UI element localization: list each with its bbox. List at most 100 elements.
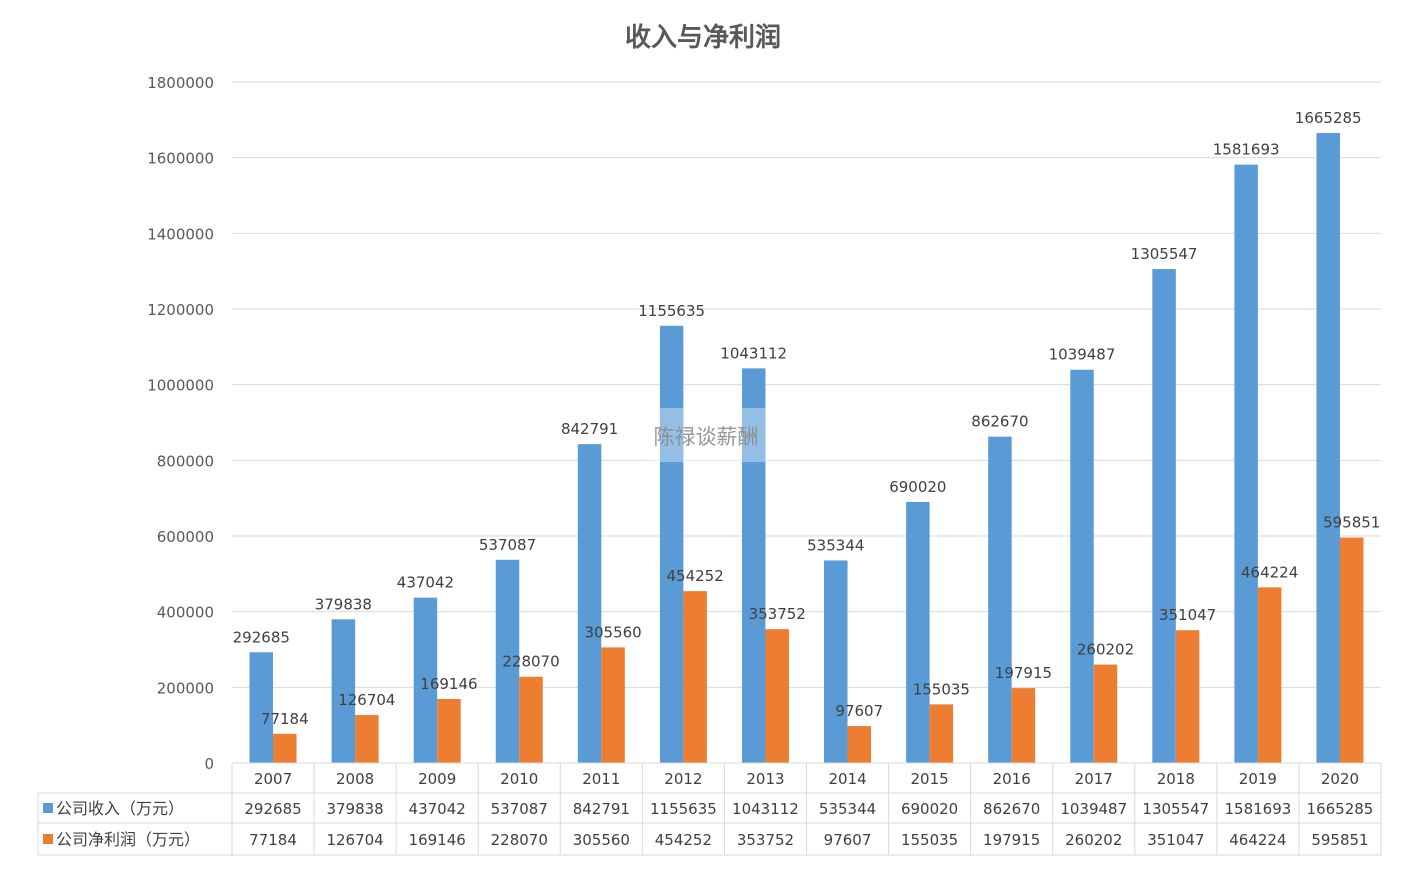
y-tick-label: 1400000	[147, 225, 214, 243]
revenue-bar	[741, 368, 766, 763]
data-label: 260202	[1077, 641, 1134, 659]
data-label: 197915	[995, 664, 1052, 682]
data-label: 454252	[667, 567, 724, 585]
data-label: 169146	[420, 675, 477, 693]
y-tick-label: 1000000	[147, 377, 214, 395]
table-cell: 97607	[824, 831, 872, 849]
legend-label: 公司收入（万元）	[56, 799, 184, 818]
data-label: 437042	[397, 574, 454, 592]
data-label: 842791	[561, 420, 618, 438]
legend-label: 公司净利润（万元）	[56, 830, 200, 849]
revenue-bar	[577, 444, 602, 763]
table-cell: 537087	[491, 800, 548, 818]
data-label: 305560	[584, 623, 641, 641]
table-cell: 1039487	[1060, 800, 1127, 818]
x-tick-label: 2007	[254, 770, 292, 788]
table-cell: 862670	[983, 800, 1040, 818]
table-cell: 260202	[1065, 831, 1122, 849]
data-label: 537087	[479, 536, 536, 554]
table-cell: 595851	[1311, 831, 1368, 849]
profit-bar	[765, 629, 789, 763]
data-label: 379838	[315, 595, 372, 613]
profit-bar	[355, 715, 379, 763]
x-tick-label: 2014	[828, 770, 866, 788]
data-label: 1305547	[1131, 245, 1198, 263]
revenue-bar	[659, 325, 684, 763]
table-cell: 197915	[983, 831, 1040, 849]
data-label: 155035	[913, 680, 970, 698]
y-tick-label: 400000	[157, 604, 214, 622]
data-label: 126704	[338, 691, 395, 709]
x-tick-label: 2012	[664, 770, 702, 788]
table-cell: 437042	[409, 800, 466, 818]
data-label: 292685	[233, 628, 290, 646]
data-label: 464224	[1241, 563, 1298, 581]
x-tick-label: 2015	[911, 770, 949, 788]
data-label: 862670	[971, 413, 1028, 431]
y-tick-label: 0	[204, 755, 214, 773]
revenue-bar	[1234, 164, 1258, 763]
x-tick-label: 2013	[746, 770, 784, 788]
revenue-bar	[413, 597, 438, 763]
profit-bar	[1339, 537, 1364, 763]
y-tick-label: 1600000	[147, 150, 214, 168]
table-cell: 464224	[1229, 831, 1286, 849]
x-tick-label: 2011	[582, 770, 620, 788]
table-cell: 1043112	[732, 800, 799, 818]
data-label: 97607	[835, 702, 883, 720]
revenue-bar	[495, 559, 520, 763]
table-cell: 305560	[573, 831, 630, 849]
revenue-bar	[1152, 269, 1176, 763]
table-cell: 1581693	[1224, 800, 1291, 818]
revenue-bar	[906, 501, 930, 763]
data-label: 77184	[261, 710, 309, 728]
x-tick-label: 2018	[1157, 770, 1195, 788]
revenue-bar	[824, 560, 848, 763]
x-tick-label: 2016	[993, 770, 1031, 788]
x-tick-label: 2017	[1075, 770, 1113, 788]
profit-bar	[601, 647, 625, 763]
data-label: 1155635	[638, 302, 705, 320]
profit-bar	[929, 704, 954, 763]
table-cell: 1305547	[1142, 800, 1209, 818]
data-label: 1665285	[1295, 109, 1362, 127]
x-tick-label: 2008	[336, 770, 374, 788]
profit-bar	[437, 699, 461, 763]
y-tick-label: 800000	[157, 452, 214, 470]
watermark: 陈禄谈薪酬	[645, 408, 768, 462]
table-cell: 292685	[244, 800, 301, 818]
table-cell: 126704	[326, 831, 383, 849]
profit-bar	[1011, 688, 1036, 763]
profit-bar	[1175, 630, 1200, 763]
table-cell: 379838	[326, 800, 383, 818]
table-cell: 535344	[819, 800, 876, 818]
y-tick-label: 1800000	[147, 74, 214, 92]
table-cell: 155035	[901, 831, 958, 849]
x-tick-label: 2019	[1239, 770, 1277, 788]
data-label: 595851	[1323, 514, 1380, 532]
table-cell: 1665285	[1307, 800, 1374, 818]
x-tick-label: 2020	[1321, 770, 1359, 788]
legend-swatch	[43, 834, 53, 844]
revenue-bar	[1316, 132, 1340, 764]
data-label: 228070	[502, 653, 559, 671]
profit-bar	[1093, 664, 1118, 763]
data-label: 351047	[1159, 606, 1216, 624]
profit-bar	[847, 726, 872, 763]
data-label: 1581693	[1213, 141, 1280, 159]
data-label: 535344	[807, 536, 864, 554]
legend-swatch	[43, 803, 53, 813]
profit-bar	[519, 676, 543, 763]
table-cell: 690020	[901, 800, 958, 818]
table-cell: 77184	[249, 831, 297, 849]
chart-title: 收入与净利润	[625, 22, 781, 53]
y-tick-label: 1200000	[147, 301, 214, 319]
profit-bar	[1257, 587, 1282, 763]
profit-bar	[273, 733, 297, 763]
revenue-bar	[988, 436, 1012, 763]
table-cell: 1155635	[650, 800, 717, 818]
data-label: 353752	[749, 605, 806, 623]
profit-bar	[683, 591, 707, 763]
table-cell: 353752	[737, 831, 794, 849]
